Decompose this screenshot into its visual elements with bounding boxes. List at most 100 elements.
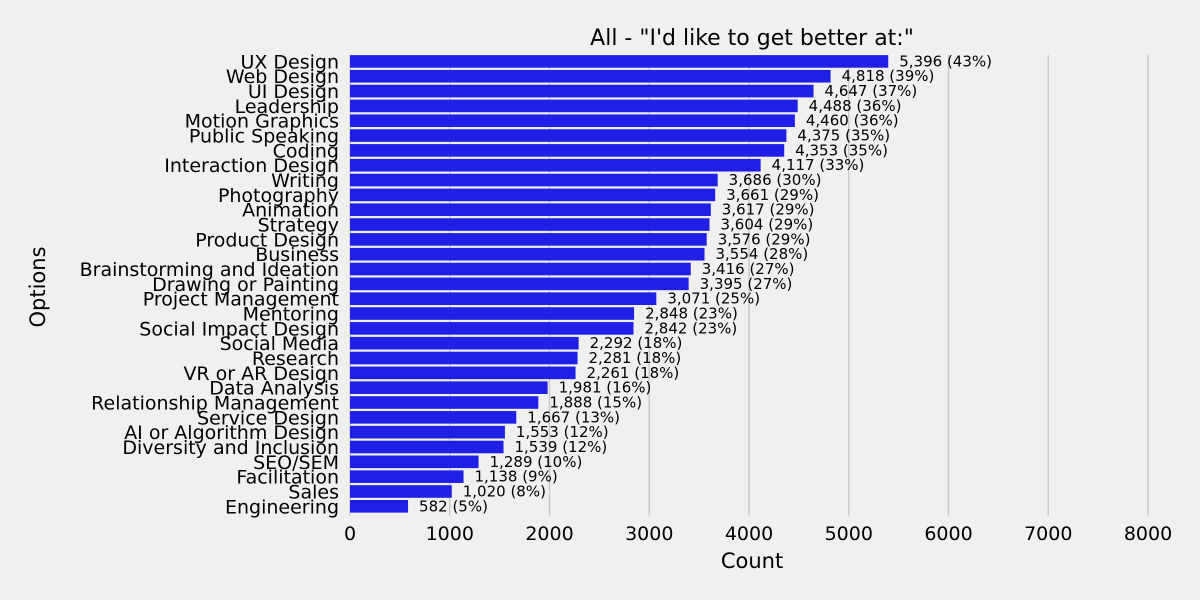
data-label: 4,375 (35%) xyxy=(797,127,890,145)
category-label: Interaction Design xyxy=(164,155,339,177)
data-label: 3,071 (25%) xyxy=(667,290,760,308)
data-label: 2,281 (18%) xyxy=(589,349,682,367)
bar xyxy=(350,218,710,231)
data-label: 1,138 (9%) xyxy=(475,468,558,486)
bar xyxy=(350,336,579,350)
bar xyxy=(350,425,505,439)
data-label: 1,553 (12%) xyxy=(516,423,609,441)
bar xyxy=(350,322,634,335)
category-label: Social Impact Design xyxy=(139,318,339,340)
data-label: 3,554 (28%) xyxy=(716,245,809,263)
category-label: Facilitation xyxy=(236,467,339,489)
x-tick-label: 2000 xyxy=(525,523,573,545)
bar xyxy=(350,396,539,409)
bar xyxy=(350,114,795,128)
x-tick-label: 7000 xyxy=(1024,523,1072,545)
x-axis-label: Count xyxy=(721,549,783,573)
x-tick-label: 1000 xyxy=(426,523,474,545)
data-label: 1,289 (10%) xyxy=(490,453,583,471)
bar xyxy=(350,99,798,113)
category-label: Data Analysis xyxy=(209,378,339,400)
data-label: 2,261 (18%) xyxy=(587,364,680,382)
data-label: 3,661 (29%) xyxy=(726,186,819,204)
x-tick-label: 3000 xyxy=(625,523,673,545)
x-tick-label: 0 xyxy=(344,523,356,545)
chart-title: All - "I'd like to get better at:" xyxy=(590,26,914,51)
x-tick-label: 8000 xyxy=(1124,523,1172,545)
category-label: Service Design xyxy=(197,407,339,429)
category-label: Coding xyxy=(273,140,339,162)
bar xyxy=(350,129,787,142)
bar xyxy=(350,188,716,202)
bar xyxy=(350,485,452,498)
category-label: Drawing or Painting xyxy=(152,274,339,296)
category-label: UI Design xyxy=(248,81,339,103)
category-label: Photography xyxy=(218,185,339,207)
category-label: Business xyxy=(255,244,339,266)
category-label: Brainstorming and Ideation xyxy=(80,259,339,281)
data-label: 4,117 (33%) xyxy=(772,156,865,174)
data-label: 4,818 (39%) xyxy=(842,67,935,85)
category-label: Sales xyxy=(288,481,339,503)
category-label: Strategy xyxy=(258,215,339,237)
data-label: 3,416 (27%) xyxy=(702,260,795,278)
data-label: 3,686 (30%) xyxy=(729,171,822,189)
category-label: Social Media xyxy=(220,333,339,355)
data-label: 3,576 (29%) xyxy=(718,230,811,248)
bar xyxy=(350,144,785,157)
category-label: SEO/SEM xyxy=(253,452,339,474)
data-label: 2,292 (18%) xyxy=(590,334,683,352)
bar xyxy=(350,84,814,98)
bar xyxy=(350,440,504,454)
data-label: 2,842 (23%) xyxy=(644,319,737,337)
bar xyxy=(350,307,635,320)
data-label: 1,667 (13%) xyxy=(527,408,620,426)
bar xyxy=(350,55,889,68)
data-label: 2,848 (23%) xyxy=(645,305,738,323)
bar xyxy=(350,500,409,513)
category-label: Public Speaking xyxy=(189,126,339,148)
data-label: 1,539 (12%) xyxy=(515,438,608,456)
data-label: 3,604 (29%) xyxy=(720,216,813,234)
data-label: 4,353 (35%) xyxy=(795,141,888,159)
data-label: 582 (5%) xyxy=(419,497,488,515)
category-label: VR or AR Design xyxy=(183,363,339,385)
category-label: Diversity and Inclusion xyxy=(122,437,339,459)
data-labels: 5,396 (43%)4,818 (39%)4,647 (37%)4,488 (… xyxy=(419,52,992,515)
data-label: 5,396 (43%) xyxy=(899,52,992,70)
category-label: Writing xyxy=(271,170,339,192)
x-tick-label: 6000 xyxy=(924,523,972,545)
category-label: Animation xyxy=(242,200,339,222)
data-label: 1,981 (16%) xyxy=(559,379,652,397)
category-label: UX Design xyxy=(240,51,339,73)
data-label: 4,460 (36%) xyxy=(806,112,899,130)
bars xyxy=(350,55,889,513)
category-label: AI or Algorithm Design xyxy=(124,422,339,444)
category-label: Product Design xyxy=(195,229,339,251)
category-label: Research xyxy=(252,348,339,370)
data-label: 4,647 (37%) xyxy=(825,82,918,100)
category-label: Engineering xyxy=(225,496,339,518)
y-axis-label: Options xyxy=(26,246,50,327)
bar xyxy=(350,470,464,483)
bar xyxy=(350,366,576,380)
bar xyxy=(350,381,548,394)
bar xyxy=(350,292,657,305)
bar xyxy=(350,158,761,172)
x-tick-labels: 0 1000 2000 3000 4000 5000 6000 7000 8000 xyxy=(344,523,1172,545)
bar xyxy=(350,203,711,217)
category-label: Relationship Management xyxy=(91,393,339,415)
x-tick-label: 5000 xyxy=(825,523,873,545)
data-label: 3,617 (29%) xyxy=(722,201,815,219)
bar xyxy=(350,351,578,365)
category-label: Project Management xyxy=(143,289,339,311)
bar xyxy=(350,233,707,246)
category-label: Mentoring xyxy=(243,304,339,326)
category-label: Leadership xyxy=(235,96,339,118)
data-label: 1,888 (15%) xyxy=(549,394,642,412)
category-label: Web Design xyxy=(226,66,339,88)
bar xyxy=(350,277,689,291)
data-label: 4,488 (36%) xyxy=(809,97,902,115)
x-tick-label: 4000 xyxy=(725,523,773,545)
